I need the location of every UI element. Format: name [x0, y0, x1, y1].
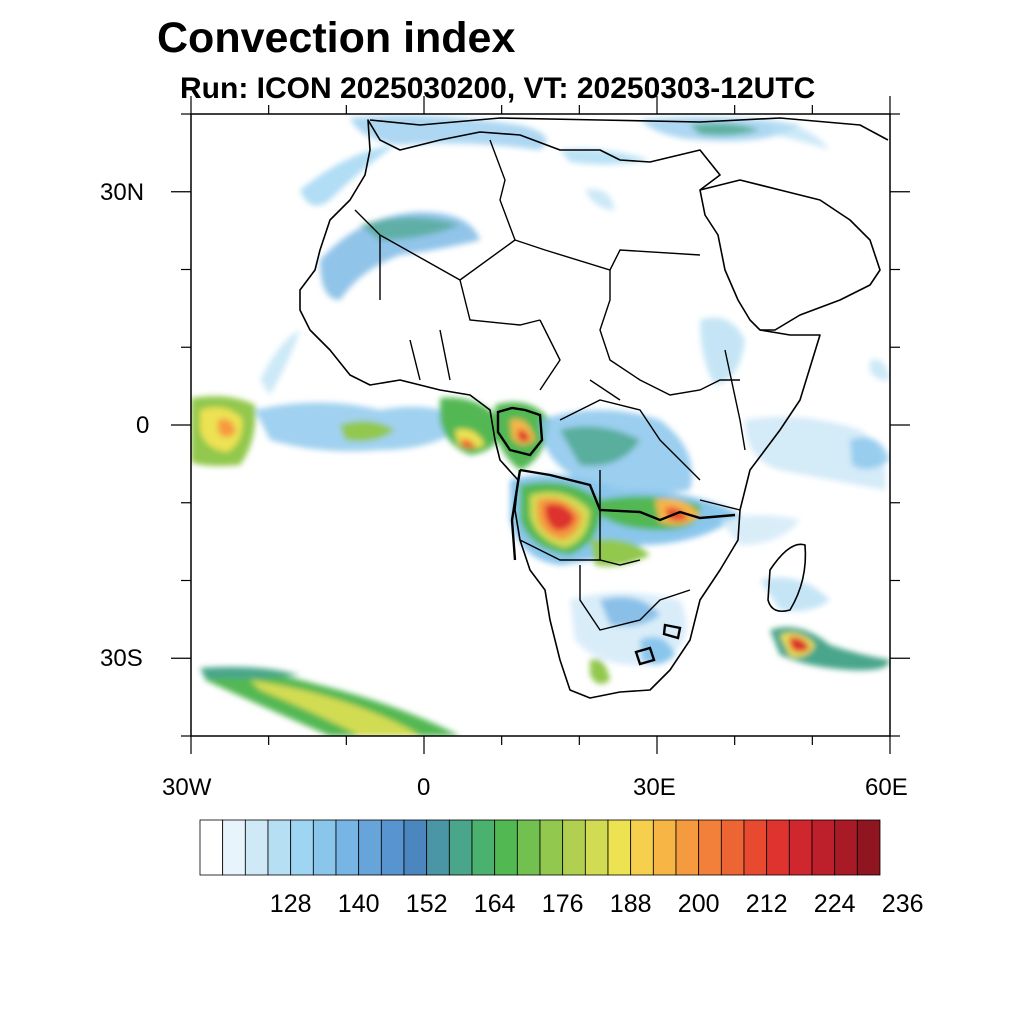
ytick-label-0: 0 — [136, 412, 150, 439]
colorbar-swatch — [562, 819, 586, 876]
colorbar-swatch — [426, 819, 450, 876]
colorbar-label: 200 — [678, 890, 720, 918]
xtick-label-60e: 60E — [865, 774, 908, 801]
axis-ticks — [171, 96, 910, 754]
colorbar-swatch — [358, 819, 382, 876]
colorbar-swatch — [244, 819, 269, 876]
colorbar-swatch — [675, 819, 700, 876]
colorbar-swatch — [290, 819, 314, 876]
xtick-label-0: 0 — [417, 774, 431, 801]
colorbar-swatch — [222, 819, 246, 876]
xtick-label-30e: 30E — [633, 774, 676, 801]
colorbar-swatch — [743, 819, 768, 876]
colorbar-swatch — [630, 819, 654, 876]
colorbar-swatch — [312, 819, 337, 876]
colorbar-swatch — [267, 819, 292, 876]
colorbar-swatch — [788, 819, 813, 876]
ytick-label-30n: 30N — [100, 179, 145, 206]
colorbar-label: 152 — [406, 890, 448, 918]
country-borders — [354, 139, 746, 631]
coastlines — [299, 117, 889, 699]
colorbar-swatch — [380, 819, 405, 876]
colorbar-swatch — [539, 819, 564, 876]
colorbar-label: 140 — [338, 890, 380, 918]
colorbar-label: 128 — [270, 890, 312, 918]
colorbar-swatch — [494, 819, 518, 876]
colorbar-swatch — [471, 819, 496, 876]
colorbar-swatch — [698, 819, 722, 876]
ytick-label-30s: 30S — [100, 645, 143, 672]
colorbar-label: 224 — [814, 890, 856, 918]
colorbar-swatch — [720, 819, 745, 876]
colorbar-swatch — [652, 819, 677, 876]
colorbar-swatch — [834, 819, 858, 876]
colorbar-swatch — [766, 819, 790, 876]
colorbar-label: 188 — [610, 890, 652, 918]
colorbar-swatch — [584, 819, 609, 876]
colorbar-swatch — [403, 819, 428, 876]
colorbar-label: 236 — [882, 890, 924, 918]
colorbar-label: 164 — [474, 890, 516, 918]
colorbar-swatch — [607, 819, 632, 876]
convection-field — [191, 115, 890, 736]
colorbar-swatch — [856, 819, 881, 876]
colorbar-swatch — [516, 819, 541, 876]
colorbar-swatch — [335, 819, 360, 876]
colorbar-swatch — [448, 819, 473, 876]
chart-title: Convection index — [157, 14, 516, 62]
highlighted-borders — [496, 406, 736, 666]
colorbar-swatch — [199, 819, 224, 876]
colorbar-swatch — [811, 819, 836, 876]
chart-subtitle: Run: ICON 2025030200, VT: 20250303-12UTC — [180, 72, 816, 105]
colorbar-label: 176 — [542, 890, 584, 918]
xtick-label-30w: 30W — [162, 774, 212, 801]
colorbar-label: 212 — [746, 890, 788, 918]
